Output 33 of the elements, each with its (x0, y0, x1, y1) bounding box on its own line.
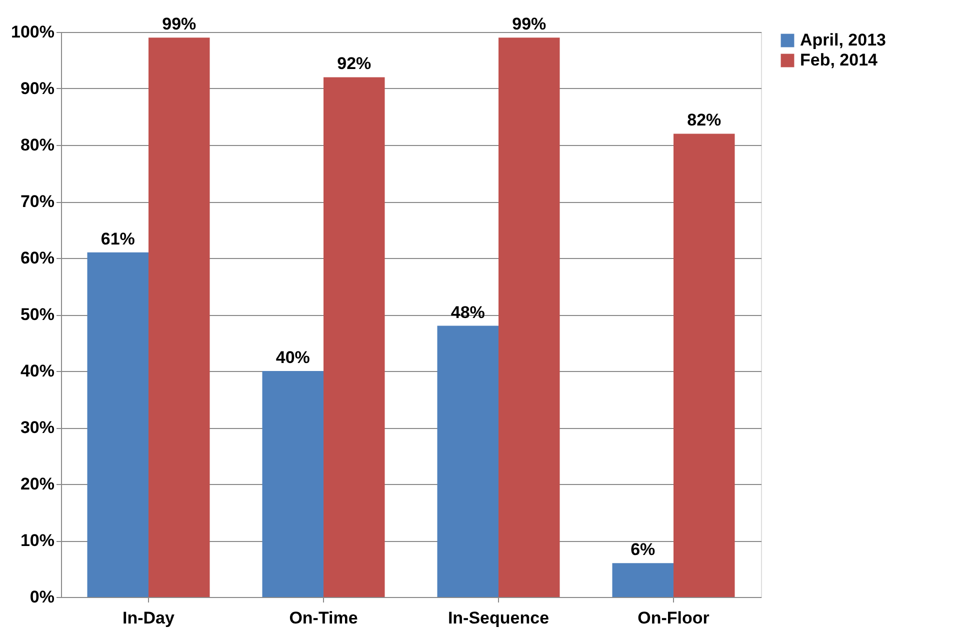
bar (612, 563, 674, 597)
bar (87, 252, 148, 597)
x-tick-label: On-Floor (638, 608, 710, 628)
data-label: 40% (276, 348, 310, 367)
data-label: 99% (512, 14, 546, 34)
y-tick-label: 0% (30, 588, 54, 606)
bar (324, 77, 385, 597)
data-label: 6% (630, 540, 656, 560)
bar (674, 134, 735, 597)
y-tick-label: 30% (20, 418, 54, 437)
data-label: 92% (337, 54, 372, 74)
y-tick-label: 60% (20, 248, 54, 268)
bar (262, 371, 324, 597)
y-tick-label: 50% (20, 305, 54, 324)
y-tick-label: 20% (20, 474, 54, 494)
data-label: 61% (100, 229, 135, 248)
y-tick-label: 90% (20, 79, 54, 98)
x-tick-label: On-Time (289, 608, 358, 628)
y-tick-label: 10% (20, 531, 54, 550)
data-label: 99% (162, 14, 196, 34)
bar (437, 326, 498, 597)
y-tick-label: 70% (20, 192, 54, 211)
y-tick-label: 80% (20, 136, 54, 154)
y-tick-label: 100% (11, 22, 54, 42)
data-label: 48% (450, 302, 485, 322)
x-tick-label: In-Day (122, 608, 176, 628)
y-tick-label: 40% (20, 362, 54, 380)
x-tick-label: In-Sequence (448, 608, 550, 628)
bar (498, 38, 560, 597)
legend-label: April, 2013 (800, 30, 886, 50)
legend-label: Feb, 2014 (800, 50, 878, 70)
bar (148, 38, 210, 597)
data-label: 82% (687, 110, 722, 130)
